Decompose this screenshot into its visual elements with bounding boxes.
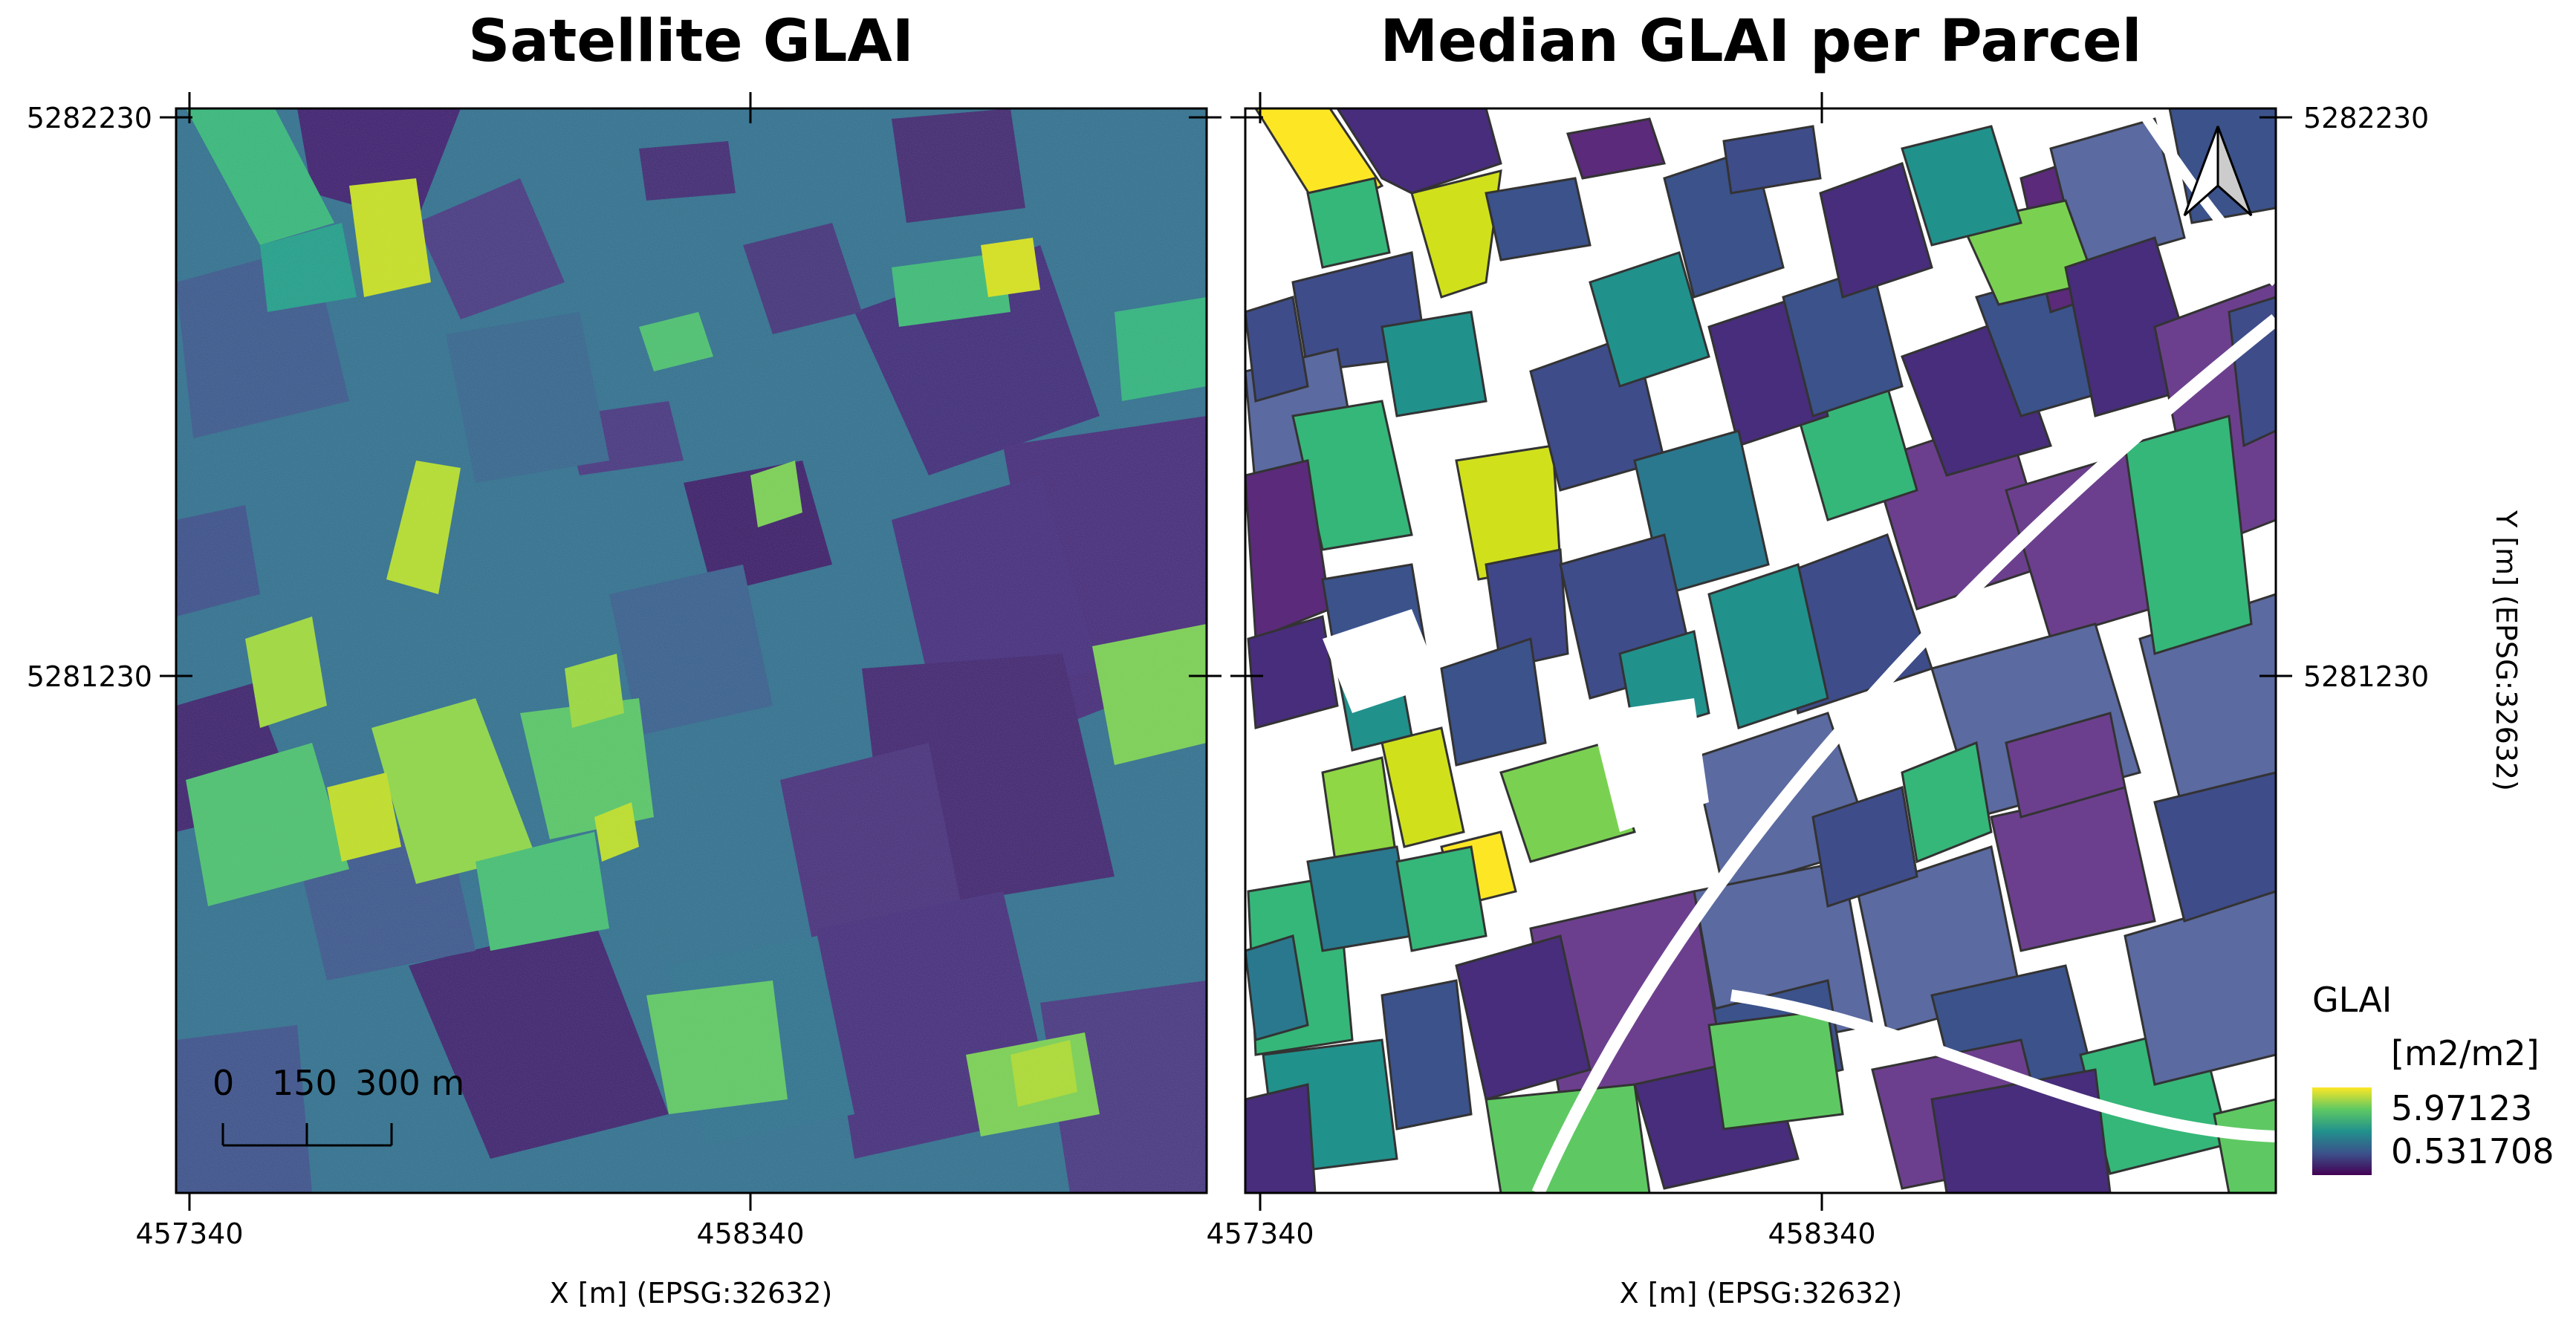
scale-label-150: 150 [272, 1063, 337, 1103]
left-x-tick-457340: 457340 [135, 1217, 243, 1250]
legend-title: GLAI [2312, 980, 2392, 1020]
left-y-tick-5281230: 5281230 [27, 660, 152, 693]
left-x-tick-458340: 458340 [696, 1217, 804, 1250]
axis-ticks [160, 92, 2292, 1211]
right-panel-frame [1244, 107, 2277, 1194]
legend-unit: [m2/m2] [2391, 1033, 2540, 1073]
y-axis-label: Y [m] (EPSG:32632) [2490, 510, 2523, 791]
right-x-tick-458340: 458340 [1768, 1217, 1875, 1250]
north-arrow-icon [2183, 126, 2253, 217]
colorbar-legend: GLAI [m2/m2] 5.97123 0.531708 [2312, 980, 2554, 1175]
left-panel-frame [175, 107, 1208, 1194]
right-x-axis-label: X [m] (EPSG:32632) [1620, 1277, 1903, 1310]
parcel-glai-map [1245, 108, 2276, 1193]
left-x-axis-label: X [m] (EPSG:32632) [550, 1277, 833, 1310]
legend-min-label: 0.531708 [2391, 1131, 2554, 1171]
scale-label-300: 300 m [355, 1063, 464, 1103]
left-y-tick-5282230: 5282230 [27, 102, 152, 134]
left-panel-title: Satellite GLAI [468, 8, 914, 75]
legend-color-ramp [2312, 1087, 2372, 1175]
satellite-glai-raster [176, 108, 1207, 1193]
scale-bar: 0 150 300 m [212, 1063, 464, 1147]
right-panel-title: Median GLAI per Parcel [1380, 8, 2141, 75]
right-y-tick-5282230: 5282230 [2303, 102, 2429, 134]
scale-label-0: 0 [212, 1063, 234, 1103]
legend-max-label: 5.97123 [2391, 1088, 2532, 1128]
right-y-tick-5281230: 5281230 [2303, 660, 2429, 693]
right-x-tick-457340: 457340 [1206, 1217, 1314, 1250]
